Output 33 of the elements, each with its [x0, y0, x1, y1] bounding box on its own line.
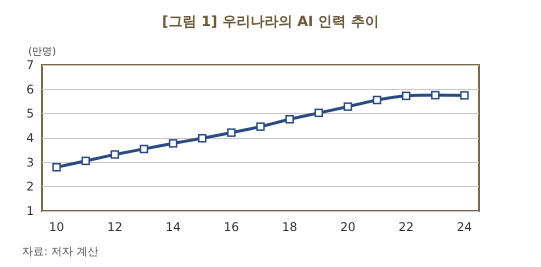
point	[140, 144, 148, 154]
y-tick-label: 5	[26, 106, 34, 121]
x-tick-label: 24	[456, 220, 472, 234]
y-tick-label: 2	[26, 180, 34, 194]
point	[431, 90, 440, 100]
point	[460, 91, 469, 100]
chart-title: [그림 1] 우리나라의 AI 인력 추이	[162, 14, 379, 30]
text: 자료: 저자 계산	[22, 245, 99, 258]
y-tick-label: 3	[26, 155, 34, 170]
point	[227, 128, 236, 137]
point	[402, 92, 410, 100]
x-tick-label: 22	[398, 220, 414, 234]
point	[81, 156, 90, 166]
point	[314, 108, 324, 118]
y-axis-title: (만명)	[28, 46, 56, 58]
x-tick-label: 20	[340, 220, 356, 234]
y-tick-label: 6	[26, 82, 34, 96]
point	[168, 139, 178, 148]
point	[372, 96, 382, 104]
x-tick-label: 10	[48, 220, 64, 234]
y-tick-label: 1	[26, 204, 34, 218]
x-tick-label: 12	[107, 220, 122, 234]
point	[285, 115, 294, 124]
x-tick-label: 14	[165, 220, 181, 234]
point	[344, 102, 352, 111]
point	[52, 162, 61, 172]
point	[198, 134, 206, 142]
y-tick-label: 4	[26, 131, 34, 145]
point	[110, 150, 120, 159]
x-tick-label: 18	[282, 220, 298, 234]
y-tick-label: 7	[26, 58, 34, 72]
point	[256, 122, 265, 131]
x-tick-label: 16	[224, 220, 240, 234]
